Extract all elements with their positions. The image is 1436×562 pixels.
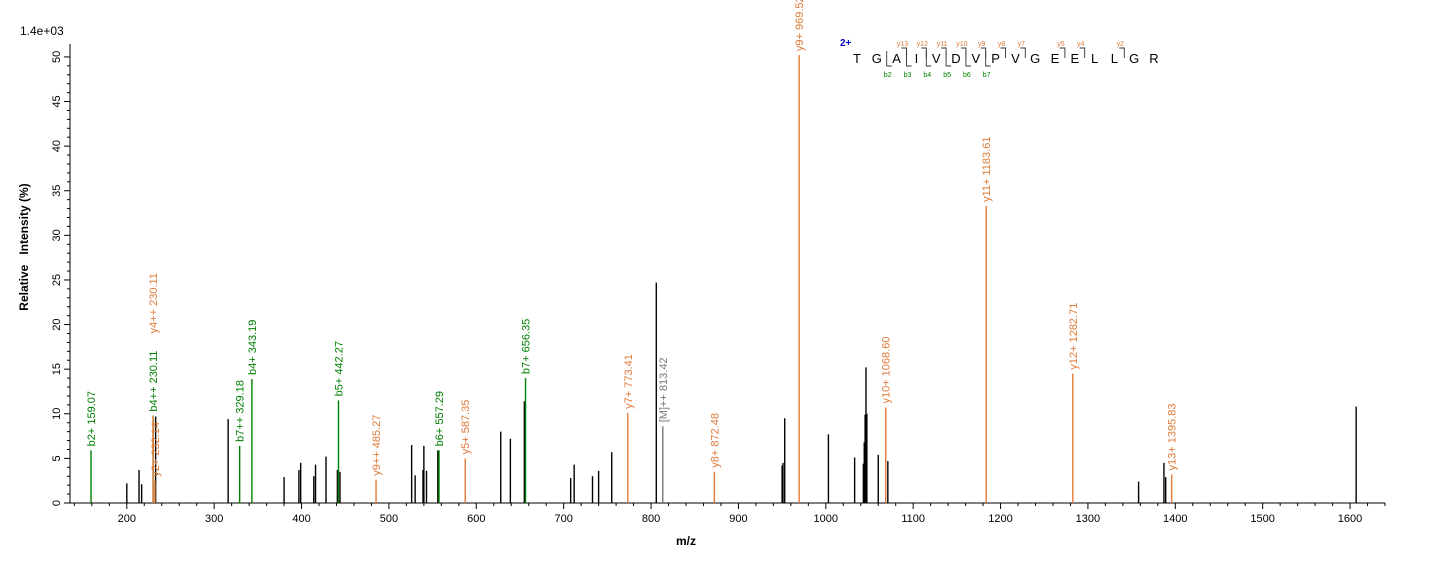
sequence-residue: L (1091, 51, 1098, 66)
b-ion-bracket (945, 51, 952, 67)
y-ion-label: y12 (917, 41, 928, 48)
y-ion-label: y10 (956, 41, 967, 48)
peak-label-b: b6+ 557.29 (434, 391, 446, 446)
y-ion-label: y4 (1077, 41, 1085, 48)
sequence-residue: E (1070, 51, 1079, 66)
y-ion-label: y8 (998, 41, 1006, 48)
y-ion-label: y13 (897, 41, 908, 48)
sequence-residue: G (1129, 51, 1139, 66)
y-ion-label: y2 (1117, 41, 1125, 48)
peak-label-b: b7+ 656.35 (521, 319, 533, 374)
b-ion-label: b3 (904, 72, 912, 79)
sequence-residue: I (915, 51, 919, 66)
x-tick-label: 1300 (1076, 513, 1100, 525)
x-tick-label: 1500 (1250, 513, 1274, 525)
y-tick-label: 50 (51, 51, 63, 63)
x-tick-label: 700 (554, 513, 572, 525)
x-tick-label: 500 (380, 513, 398, 525)
b-ion-bracket (906, 51, 912, 67)
b-ion-bracket (925, 51, 932, 67)
peak-label-y: y12+ 1282.71 (1068, 303, 1080, 370)
y-tick-label: 5 (51, 455, 63, 461)
sequence-residue: R (1149, 51, 1158, 66)
x-tick-label: 1600 (1338, 513, 1362, 525)
y-ion-bracket (1119, 47, 1125, 58)
sequence-residue: A (892, 51, 901, 66)
peak-label-b: b2+ 159.07 (86, 391, 98, 446)
y-tick-label: 35 (51, 185, 63, 197)
y-ion-bracket (1000, 47, 1006, 58)
peak-label-precursor: [M]++ 813.42 (658, 357, 670, 422)
b-ion-bracket (965, 51, 971, 67)
sequence-residue: G (872, 51, 882, 66)
sequence-residue: V (1011, 51, 1020, 66)
peak-label-y: y9++ 485.27 (371, 415, 383, 476)
y-ion-label: y11 (937, 41, 948, 48)
x-tick-label: 200 (118, 513, 136, 525)
x-tick-label: 1200 (988, 513, 1012, 525)
b-ion-label: b2 (884, 72, 892, 79)
peaks (90, 55, 1357, 503)
peak-label-b: b4+ 343.19 (247, 320, 259, 375)
peak-label-y: y11+ 1183.61 (981, 137, 993, 202)
peak-label-y: y7+ 773.41 (623, 354, 635, 409)
y-tick-label: 20 (51, 318, 63, 330)
sequence-residue: V (971, 51, 980, 66)
b-ion-label: b5 (943, 72, 951, 79)
b-ion-bracket (886, 51, 892, 67)
x-tick-label: 800 (642, 513, 660, 525)
sequence-residue: E (1051, 51, 1060, 66)
y-ion-label: y9 (978, 41, 986, 48)
peak-label-y: y10+ 1068.60 (881, 337, 893, 404)
sequence-residue: D (951, 51, 960, 66)
y-tick-label: 45 (51, 95, 63, 107)
sequence-residue: V (932, 51, 941, 66)
y-ion-label: y5 (1057, 41, 1065, 48)
b-ion-bracket (985, 51, 991, 67)
peak-label-y: y5+ 587.35 (460, 400, 472, 455)
y-ion-bracket (1020, 47, 1026, 58)
x-tick-label: 900 (729, 513, 747, 525)
peak-label-y: y13+ 1395.83 (1167, 403, 1179, 470)
sequence-residue: G (1030, 51, 1040, 66)
peak-label-y: y9+ 969.52 (794, 0, 806, 51)
x-tick-label: 1100 (901, 513, 925, 525)
y-tick-label: 25 (51, 274, 63, 286)
sequence-residue: P (991, 51, 1000, 66)
peak-label-y: y2+ 232.14 (150, 422, 162, 477)
y-tick-label: 0 (51, 500, 63, 506)
x-axis-title: m/z (676, 534, 696, 548)
peak-label-b: b5+ 442.27 (333, 341, 345, 396)
x-tick-label: 1400 (1163, 513, 1187, 525)
x-tick-label: 600 (467, 513, 485, 525)
peak-label-b: b4++ 230.11 (148, 351, 160, 412)
peak-label-y: y4++ 230.11 (148, 273, 160, 333)
y-ion-label: y7 (1018, 41, 1026, 48)
y-axis-title: Relative Intensity (%) (17, 183, 31, 310)
b-ion-label: b7 (983, 72, 991, 79)
x-tick-label: 1000 (814, 513, 838, 525)
b-ion-label: b6 (963, 72, 971, 79)
y-tick-label: 40 (51, 140, 63, 152)
intensity-scale-label: 1.4e+03 (20, 24, 64, 38)
sequence-residue: T (853, 51, 861, 66)
peak-label-b: b7++ 329.18 (235, 380, 247, 442)
sequence-residue: L (1111, 51, 1118, 66)
y-tick-label: 30 (51, 229, 63, 241)
precursor-charge: 2+ (840, 38, 852, 49)
y-tick-label: 10 (51, 408, 63, 420)
b-ion-label: b4 (923, 72, 931, 79)
axes: 200 300 400 500 600 700 800 900 1000 1100 1200 1300… (51, 44, 1386, 525)
y-tick-label: 15 (51, 363, 63, 375)
x-tick-label: 400 (292, 513, 310, 525)
y-ion-bracket (1079, 47, 1086, 58)
y-ion-bracket (1059, 47, 1066, 58)
peak-label-y: y8+ 872.48 (709, 413, 721, 468)
peak-labels: b7+ 656.35 b6+ 557.29 b5+ 442.27 b4+ 343.19… (86, 0, 1179, 477)
x-tick-label: 300 (205, 513, 223, 525)
